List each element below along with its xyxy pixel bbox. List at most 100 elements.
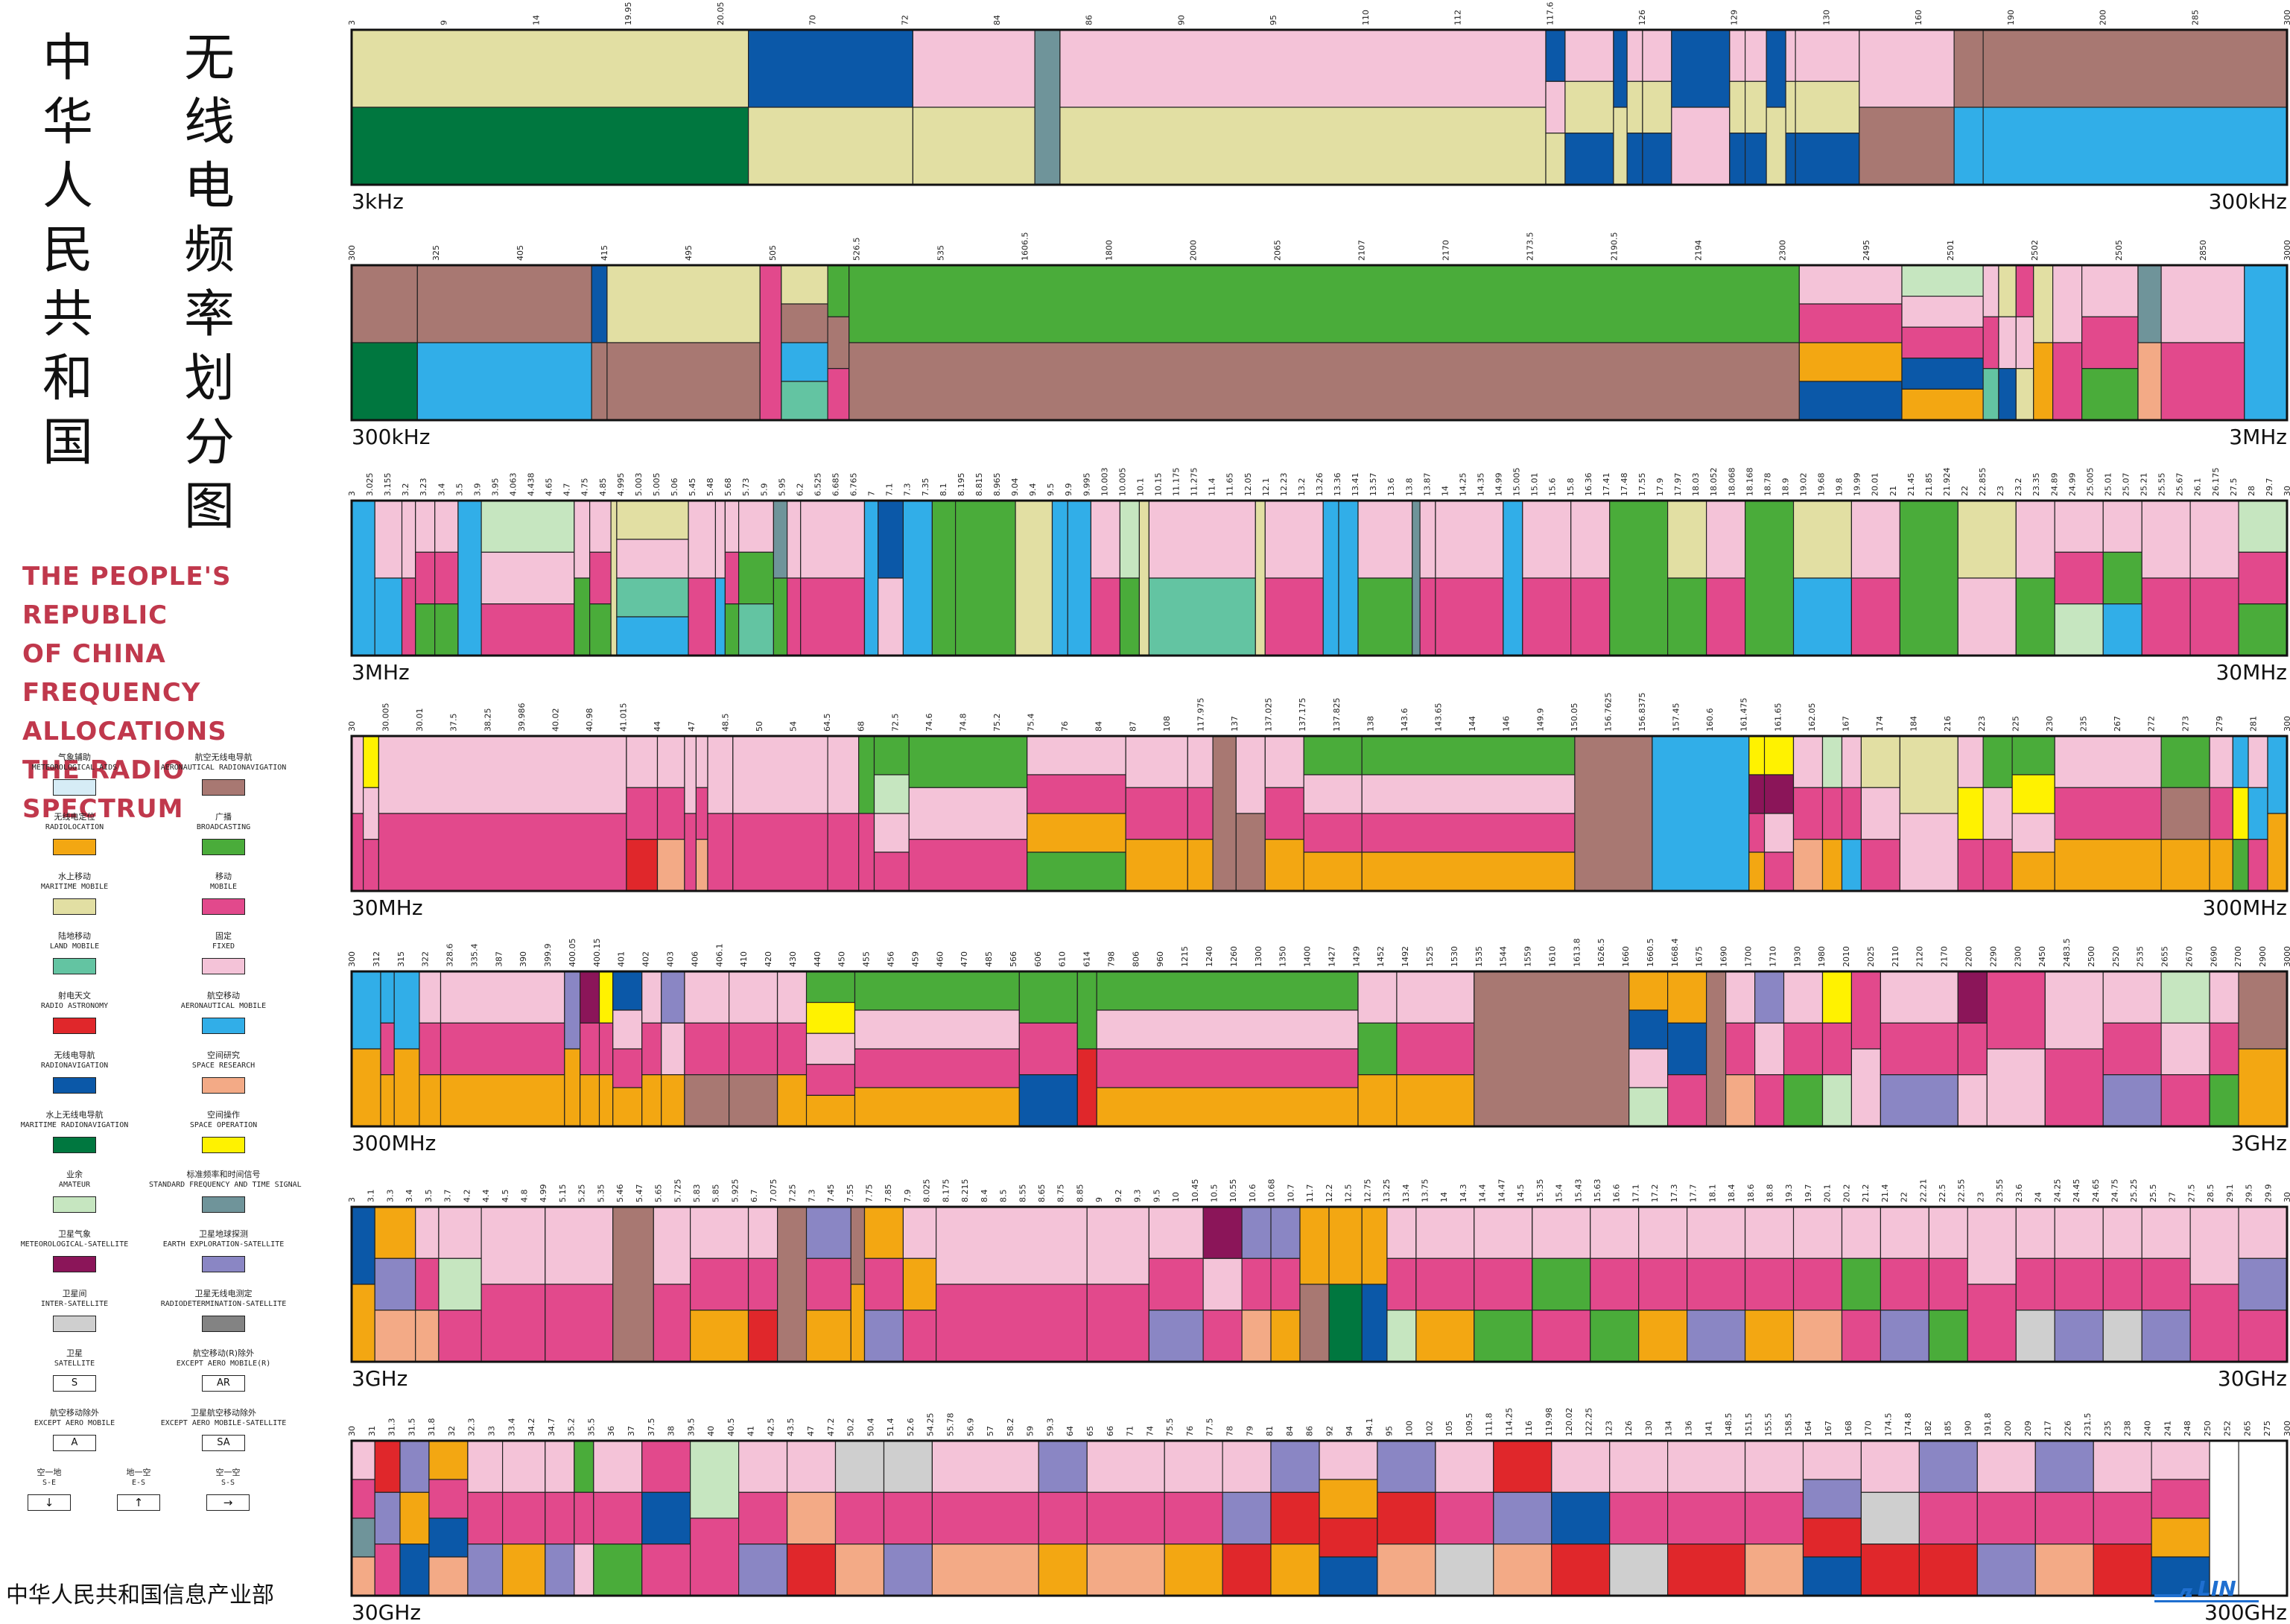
frequency-tick-label: 18.03 [1691,473,1701,497]
allocation-block [931,500,957,656]
frequency-tick-label: 1800 [1105,240,1114,261]
allocation-block [1303,851,1363,892]
frequency-tick-label: 143.6 [1400,708,1409,732]
frequency-tick-label: 84 [992,15,1002,25]
frequency-tick-label: 3.4 [405,1190,414,1203]
frequency-tick-label: 231.5 [2083,1413,2093,1437]
row-frame [350,1439,2289,1597]
allocation-block [457,500,482,656]
allocation-block [574,577,591,656]
legend-item: 陆地移动 LAND MOBILE [0,931,149,974]
frequency-tick-label: 14.25 [1458,473,1468,497]
range-start-label: 300MHz [352,1131,436,1155]
frequency-tick-label: 24 [2034,1192,2043,1202]
allocation-block [564,971,581,1050]
frequency-tick-label: 24.89 [2049,473,2059,497]
frequency-tick-label: 5.83 [692,1184,702,1203]
frequency-tick-label: 14.4 [1478,1184,1488,1203]
frequency-tick-label: 406 [690,951,700,967]
frequency-tick-label: 526.5 [852,238,862,261]
legend-arrow-box: ↑ [117,1494,160,1511]
frequency-tick-label: 273 [2180,716,2190,732]
allocation-block [747,29,913,108]
allocation-block [606,342,761,421]
row-frame [350,970,2289,1128]
frequency-tick-label: 15.01 [1530,473,1540,497]
frequency-tick-label: 300 [347,245,357,261]
frequency-tick-label: 1525 [1425,946,1435,967]
frequency-tick-label: 19.95 [624,2,633,26]
allocation-block [616,577,689,618]
allocation-block [1235,813,1266,892]
frequency-tick-label: 209 [2023,1421,2033,1436]
frequency-tick-label: 1559 [1523,946,1533,967]
allocation-block [1503,500,1523,656]
frequency-tick-label: 130 [1644,1421,1654,1436]
allocation-block [1642,80,1672,134]
allocation-block [1957,971,1988,1024]
legend-symbol-item: 航空移动(R)除外 EXCEPT AERO MOBILE(R) AR [149,1348,298,1392]
legend-item: 卫星气象 METEOROLOGICAL-SATELLITE [0,1229,149,1272]
allocation-block [759,264,782,421]
frequency-tick-label: 23.2 [2014,478,2023,497]
frequency-tick-label: 1675 [1695,946,1704,967]
allocation-block [689,1257,749,1311]
allocation-block [1745,133,1767,185]
allocation-block [834,1491,885,1545]
frequency-tick-label: 2200 [1964,946,1974,967]
allocation-block [2015,1257,2055,1311]
frequency-tick-label: 40.5 [726,1418,736,1437]
allocation-block [2244,264,2288,421]
allocation-block [1086,1544,1165,1596]
allocation-block [2054,1257,2104,1311]
allocation-block [351,1048,381,1127]
allocation-block [786,1491,837,1545]
allocation-block [363,787,380,840]
allocation-block [1264,839,1304,892]
allocation-block [351,1206,375,1285]
allocation-block [1148,500,1256,579]
allocation-block [589,551,612,605]
title-char: 人 [42,157,93,216]
allocation-block [873,851,910,892]
allocation-block [776,1206,808,1363]
legend-item: 水上移动 MARITIME MOBILE [0,872,149,915]
allocation-block [1415,1310,1475,1363]
allocation-block [1901,388,1984,421]
allocation-block [1187,839,1214,892]
allocation-block [1982,264,1999,317]
allocation-block [1802,1440,1862,1480]
frequency-tick-label: 31 [367,1426,377,1436]
allocation-block [1357,500,1413,579]
frequency-tick-label: 9 [1094,1197,1104,1202]
row-frame [350,499,2289,657]
frequency-tick-label: 39.986 [517,703,527,732]
legend-label-en: EXCEPT AERO MOBILE [34,1419,115,1427]
allocation-block [1148,1310,1204,1363]
legend-swatch [202,898,245,915]
allocation-block [1729,29,1746,82]
allocation-block [574,1491,594,1545]
frequency-tick-label: 2655 [2160,946,2170,967]
allocation-block [1590,1206,1640,1259]
allocation-block [1187,787,1214,840]
frequency-tick-label: 13.26 [1315,473,1325,497]
legend-label-en: INTER-SATELLITE [40,1300,109,1308]
allocation-block [393,971,420,1050]
frequency-tick-label: 3000 [2283,946,2290,967]
allocation-block [415,1257,440,1311]
allocation-block [1590,1310,1640,1363]
frequency-tick-label: 10.55 [1228,1179,1238,1203]
frequency-tick-label: 20.01 [1871,473,1880,497]
allocation-block [1706,500,1746,579]
legend-swatch [202,839,245,855]
frequency-tick-label: 272 [2147,716,2157,732]
allocation-block [1361,1206,1388,1285]
allocation-block [776,1022,808,1076]
allocation-block [1038,1544,1088,1596]
frequency-tick-label: 23.6 [2014,1184,2024,1203]
allocation-block [1090,500,1121,579]
frequency-tick-label: 134 [1664,1421,1674,1436]
frequency-tick-label: 17.2 [1650,1184,1660,1203]
frequency-tick-label: 161.65 [1773,703,1783,732]
